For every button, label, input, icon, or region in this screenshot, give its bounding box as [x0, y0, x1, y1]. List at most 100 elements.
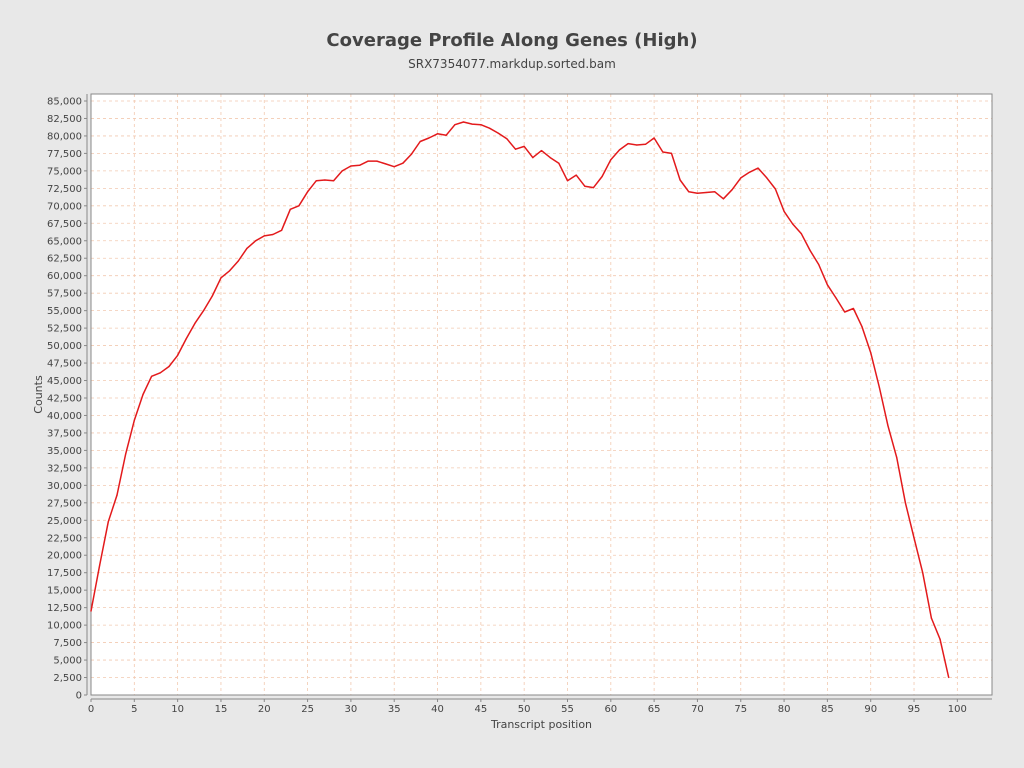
data-point	[939, 638, 941, 640]
y-tick-label: 42,500	[47, 393, 82, 404]
data-point	[705, 191, 707, 194]
data-point	[670, 152, 673, 154]
data-point	[211, 295, 213, 297]
data-point	[610, 159, 612, 161]
x-tick-label: 70	[691, 704, 704, 715]
data-point	[887, 425, 889, 427]
data-point	[800, 233, 803, 235]
data-point	[281, 229, 283, 231]
data-point	[592, 187, 595, 189]
data-point	[142, 393, 144, 396]
data-point	[410, 153, 413, 155]
data-point	[627, 143, 629, 145]
data-point	[315, 180, 317, 182]
y-tick-label: 85,000	[47, 96, 82, 107]
data-point	[385, 163, 387, 165]
data-point	[930, 617, 933, 619]
x-tick-label: 5	[131, 704, 137, 715]
y-tick-label: 55,000	[47, 306, 82, 317]
y-tick-label: 10,000	[47, 621, 82, 632]
y-tick-label: 45,000	[47, 376, 82, 387]
grid	[90, 94, 992, 696]
data-point	[272, 233, 274, 236]
y-tick-label: 65,000	[47, 236, 82, 247]
data-point	[289, 208, 291, 210]
x-tick-label: 25	[301, 704, 314, 715]
data-point	[255, 240, 257, 242]
data-point	[307, 191, 309, 193]
data-point	[662, 151, 664, 153]
x-tick-label: 95	[908, 704, 921, 715]
y-tick-label: 30,000	[47, 481, 82, 492]
data-point	[844, 311, 846, 313]
data-point	[809, 249, 811, 252]
data-point	[852, 307, 855, 310]
data-point	[480, 124, 482, 126]
data-point	[731, 189, 733, 191]
data-point	[471, 123, 473, 125]
data-point	[246, 247, 248, 249]
data-point	[688, 191, 690, 193]
data-point	[506, 138, 508, 140]
y-tick-label: 2,500	[53, 673, 82, 684]
y-tick-label: 82,500	[47, 114, 82, 125]
data-point	[566, 180, 569, 182]
y-tick-label: 60,000	[47, 271, 82, 282]
data-point	[549, 157, 551, 159]
x-tick-label: 10	[171, 704, 184, 715]
data-point	[948, 676, 950, 679]
data-point	[359, 164, 361, 166]
data-point	[575, 174, 577, 176]
x-tick-label: 20	[258, 704, 271, 715]
data-point	[757, 167, 759, 169]
data-point	[922, 572, 924, 574]
series-line	[90, 121, 950, 678]
x-tick-label: 30	[345, 704, 358, 715]
data-point	[514, 148, 517, 150]
y-tick-label: 67,500	[47, 219, 82, 230]
y-tick-label: 0	[76, 691, 82, 702]
y-tick-label: 5,000	[53, 656, 82, 667]
data-point	[376, 160, 378, 162]
y-tick-label: 70,000	[47, 201, 82, 212]
data-point	[540, 150, 543, 152]
data-point	[402, 162, 404, 164]
data-point	[350, 165, 352, 167]
data-point	[558, 162, 560, 164]
y-tick-label: 52,500	[47, 324, 82, 335]
x-tick-label: 15	[215, 704, 228, 715]
data-point	[462, 121, 465, 123]
series-group	[90, 121, 950, 679]
x-tick-label: 100	[948, 704, 967, 715]
x-tick-label: 60	[604, 704, 617, 715]
data-point	[185, 338, 187, 340]
data-point	[116, 494, 118, 496]
y-tick-label: 40,000	[47, 411, 82, 422]
x-tick-label: 45	[474, 704, 487, 715]
y-tick-label: 22,500	[47, 533, 82, 544]
data-point	[229, 270, 231, 272]
x-tick-label: 85	[821, 704, 834, 715]
data-point	[428, 137, 430, 139]
data-point	[454, 124, 456, 126]
chart-title: Coverage Profile Along Genes (High)	[326, 30, 698, 51]
data-point	[159, 372, 161, 374]
data-point	[714, 191, 716, 193]
data-point	[861, 326, 863, 328]
data-point	[783, 210, 785, 212]
data-point	[125, 453, 127, 455]
data-point	[696, 192, 699, 194]
y-tick-label: 80,000	[47, 131, 82, 142]
y-tick-label: 75,000	[47, 166, 82, 177]
data-point	[584, 185, 586, 187]
data-point	[523, 145, 525, 147]
data-point	[107, 521, 109, 523]
y-tick-label: 20,000	[47, 551, 82, 562]
data-point	[99, 564, 101, 566]
y-tick-label: 77,500	[47, 149, 82, 160]
x-tick-label: 0	[88, 704, 94, 715]
data-point	[722, 198, 725, 200]
data-point	[913, 537, 915, 539]
data-point	[194, 322, 196, 324]
